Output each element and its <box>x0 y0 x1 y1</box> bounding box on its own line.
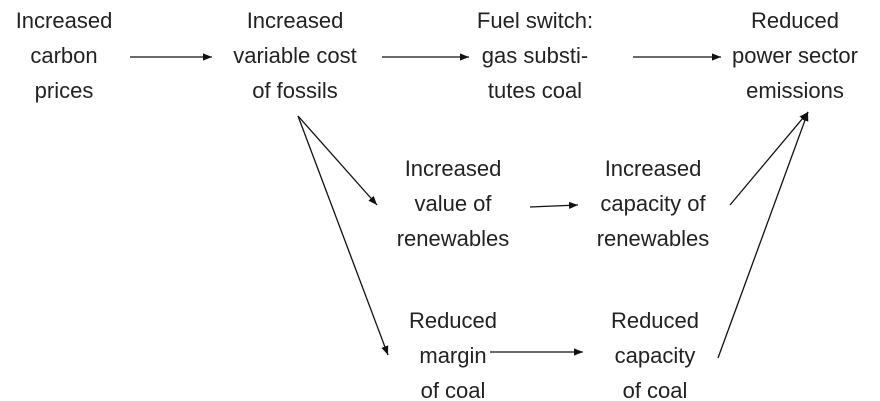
node-label: carbon <box>30 43 97 68</box>
node-label: power sector <box>732 43 858 68</box>
node-label: variable cost <box>233 43 357 68</box>
node-label: Reduced <box>751 8 839 33</box>
node-label: Increased <box>247 8 344 33</box>
node-label: emissions <box>746 78 844 103</box>
arrow <box>529 201 579 209</box>
node-label: renewables <box>597 226 710 251</box>
node-label: capacity <box>615 343 696 368</box>
node-label: of coal <box>421 378 486 401</box>
node-label: Increased <box>405 156 502 181</box>
node-label: Increased <box>16 8 113 33</box>
node-label: margin <box>419 343 486 368</box>
nodes: Increased carbon prices Increased variable c… <box>16 8 858 401</box>
node-label: Fuel switch: <box>477 8 593 33</box>
node-label: prices <box>35 78 94 103</box>
arrow <box>297 115 378 206</box>
node-label: renewables <box>397 226 510 251</box>
node-label: gas substi- <box>482 43 588 68</box>
node-label: Increased <box>605 156 702 181</box>
node-label: of fossils <box>252 78 338 103</box>
node-label: of coal <box>623 378 688 401</box>
node-label: Reduced <box>409 308 497 333</box>
node-label: capacity of <box>600 191 706 216</box>
arrows <box>130 53 809 359</box>
arrow <box>717 111 809 359</box>
node-label: Reduced <box>611 308 699 333</box>
arrow <box>729 111 809 206</box>
arrow <box>297 115 389 356</box>
node-label: tutes coal <box>488 78 582 103</box>
node-label: value of <box>414 191 492 216</box>
